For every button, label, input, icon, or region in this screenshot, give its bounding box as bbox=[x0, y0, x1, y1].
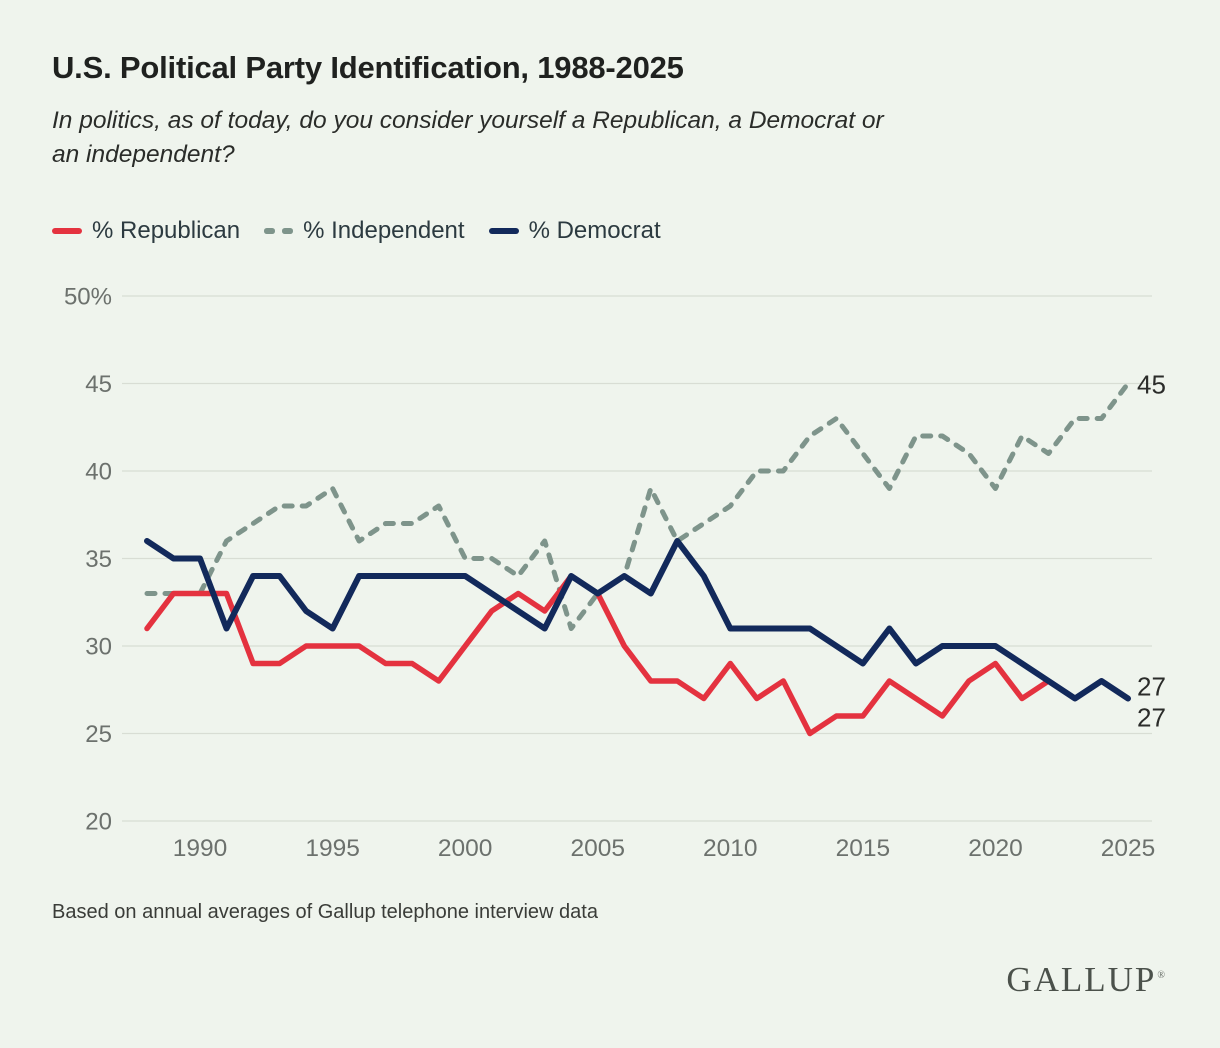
independent-line bbox=[144, 381, 1131, 631]
y-axis-labels: 50% 45 40 35 30 25 20 bbox=[64, 284, 112, 836]
chart-subtitle-question: In politics, as of today, do you conside… bbox=[52, 104, 1182, 172]
x-tick-label: 2015 bbox=[836, 835, 891, 862]
x-axis-labels: 1990 1995 2000 2005 2010 2015 2020 2025 bbox=[173, 835, 1156, 862]
x-tick-label: 1990 bbox=[173, 835, 228, 862]
republican-line bbox=[144, 573, 1131, 737]
x-tick-label: 2005 bbox=[570, 835, 625, 862]
source-note: Based on annual averages of Gallup telep… bbox=[52, 901, 598, 923]
legend-label-democrat: % Democrat bbox=[528, 217, 661, 244]
x-tick-label: 2020 bbox=[968, 835, 1023, 862]
independent-dash-swatch-icon bbox=[264, 228, 294, 234]
legend-item-republican: % Republican bbox=[52, 217, 240, 245]
x-tick-label: 2025 bbox=[1101, 835, 1156, 862]
y-tick-label: 35 bbox=[85, 546, 112, 573]
legend-item-democrat: % Democrat bbox=[488, 217, 661, 245]
x-tick-label: 2010 bbox=[703, 835, 758, 862]
y-tick-label: 40 bbox=[85, 459, 112, 486]
legend-item-independent: % Independent bbox=[264, 217, 465, 245]
x-tick-label: 2000 bbox=[438, 835, 493, 862]
legend-label-republican: % Republican bbox=[92, 217, 241, 244]
subtitle-line-2: an independent? bbox=[52, 141, 235, 168]
chart-legend: % Republican % Independent % Democrat bbox=[52, 217, 661, 245]
gallup-logo-text: GALLUP bbox=[1006, 960, 1157, 999]
end-label-independent: 45 bbox=[1137, 370, 1166, 400]
democrat-line-swatch-icon bbox=[488, 228, 519, 234]
registered-mark-icon: ® bbox=[1157, 970, 1167, 982]
subtitle-line-1: In politics, as of today, do you conside… bbox=[52, 107, 884, 134]
gridlines bbox=[122, 295, 1152, 822]
end-label-democrat: 27 bbox=[1137, 672, 1166, 702]
x-tick-label: 1995 bbox=[305, 835, 360, 862]
gallup-logo: GALLUP® bbox=[1006, 960, 1167, 1000]
y-tick-label: 20 bbox=[85, 809, 112, 836]
y-tick-label: 45 bbox=[85, 371, 112, 398]
legend-label-independent: % Independent bbox=[303, 217, 465, 244]
democrat-line bbox=[144, 538, 1131, 702]
y-tick-label: 25 bbox=[85, 721, 112, 748]
y-tick-label: 50% bbox=[64, 284, 112, 311]
page-title: U.S. Political Party Identification, 198… bbox=[52, 50, 684, 85]
republican-line-swatch-icon bbox=[52, 228, 82, 234]
end-label-republican: 27 bbox=[1137, 703, 1166, 733]
y-tick-label: 30 bbox=[85, 634, 112, 661]
